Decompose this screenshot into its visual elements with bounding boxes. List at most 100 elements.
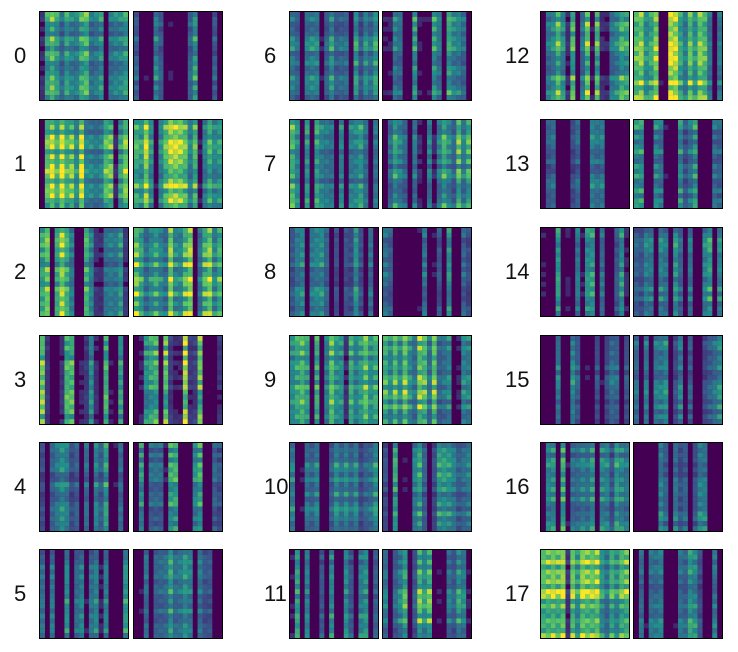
heatmap-cell — [192, 384, 198, 390]
heatmap-cell — [402, 340, 408, 346]
heatmap-cell — [158, 559, 164, 565]
heatmap-panel-7-1 — [289, 119, 379, 209]
heatmap-cell — [108, 360, 114, 366]
heatmap-cell — [358, 487, 364, 492]
heatmap-cell — [173, 564, 179, 570]
heatmap-cell — [192, 457, 198, 463]
heatmap-cell — [402, 380, 408, 385]
heatmap-cell — [466, 291, 471, 297]
heatmap-cell — [123, 228, 128, 233]
heatmap-cell — [173, 603, 179, 609]
heatmap-cell — [138, 414, 144, 420]
heatmap-cell — [192, 124, 198, 130]
heatmap-cell — [392, 198, 398, 204]
heatmap-cell — [290, 404, 295, 410]
heatmap-cell — [49, 467, 55, 473]
heatmap-cell — [49, 491, 55, 497]
heatmap-cell — [158, 477, 164, 483]
heatmap-cell — [294, 228, 300, 233]
heatmap-cell — [338, 472, 344, 478]
heatmap-cell — [427, 144, 432, 150]
heatmap-cell — [54, 472, 60, 478]
heatmap-cell — [436, 272, 442, 277]
heatmap-cell — [79, 554, 85, 560]
heatmap-cell — [212, 159, 218, 165]
heatmap-cell — [431, 173, 437, 179]
heatmap-cell — [182, 380, 188, 385]
heatmap-cell — [143, 75, 149, 81]
heatmap-cell — [290, 399, 295, 405]
heatmap-cell — [422, 272, 428, 277]
heatmap-cell — [461, 252, 467, 258]
heatmap-cell — [93, 154, 99, 160]
heatmap-cell — [69, 511, 75, 517]
heatmap-cell — [387, 336, 393, 341]
heatmap-cell — [402, 355, 408, 361]
heatmap-cell — [353, 178, 359, 184]
heatmap-cell — [431, 443, 437, 448]
heatmap-cell — [309, 16, 315, 22]
heatmap-cell — [290, 159, 295, 165]
heatmap-cell — [290, 389, 295, 395]
heatmap-cell — [358, 511, 364, 517]
heatmap-cell — [143, 370, 149, 376]
heatmap-cell — [353, 262, 359, 268]
heatmap-cell — [412, 193, 418, 199]
heatmap-cell — [207, 550, 213, 555]
heatmap-cell — [49, 550, 55, 555]
heatmap-cell — [392, 336, 398, 341]
heatmap-cell — [49, 188, 55, 194]
heatmap-cell — [168, 355, 174, 361]
heatmap-cell — [309, 65, 315, 71]
heatmap-cell — [182, 247, 188, 253]
heatmap-cell — [358, 173, 364, 179]
heatmap-cell — [431, 90, 437, 96]
heatmap-cell — [427, 188, 432, 194]
heatmap-cell — [88, 355, 94, 361]
heatmap-cell — [98, 272, 104, 277]
heatmap-cell — [353, 228, 359, 233]
heatmap-cell — [93, 394, 99, 400]
heatmap-cell — [173, 129, 179, 135]
heatmap-cell — [182, 183, 188, 189]
heatmap-cell — [158, 56, 164, 61]
heatmap-cell — [59, 511, 65, 517]
heatmap-cell — [178, 124, 183, 130]
heatmap-cell — [74, 124, 80, 130]
heatmap-cell — [368, 457, 374, 463]
heatmap-cell — [84, 46, 89, 52]
heatmap-cell — [64, 389, 70, 395]
heatmap-cell — [40, 291, 45, 297]
heatmap-cell — [392, 16, 398, 22]
heatmap-cell — [436, 85, 442, 91]
heatmap-cell — [148, 350, 154, 356]
heatmap-cell — [49, 511, 55, 517]
heatmap-cell — [436, 267, 442, 273]
heatmap-cell — [158, 487, 164, 492]
heatmap-cell — [69, 36, 75, 42]
heatmap-cell — [123, 618, 128, 624]
heatmap-cell — [64, 247, 70, 253]
heatmap-cell — [173, 419, 179, 424]
heatmap-cell — [309, 472, 315, 478]
heatmap-cell — [202, 633, 208, 638]
heatmap-cell — [178, 188, 183, 194]
heatmap-cell — [88, 178, 94, 184]
heatmap-cell — [153, 36, 159, 42]
heatmap-cell — [64, 90, 70, 96]
heatmap-cell — [441, 389, 447, 395]
heatmap-cell — [138, 487, 144, 492]
heatmap-cell — [118, 120, 124, 125]
heatmap-cell — [88, 95, 94, 100]
heatmap-cell — [402, 394, 408, 400]
heatmap-cell — [363, 496, 369, 502]
heatmap-cell — [158, 129, 164, 135]
heatmap-cell — [182, 173, 188, 179]
heatmap-cell — [158, 173, 164, 179]
heatmap-cell — [456, 394, 462, 400]
heatmap-cell — [446, 350, 452, 356]
heatmap-cell — [294, 281, 300, 287]
heatmap-cell — [54, 12, 60, 17]
heatmap-cell — [98, 198, 104, 204]
heatmap-cell — [348, 487, 354, 492]
